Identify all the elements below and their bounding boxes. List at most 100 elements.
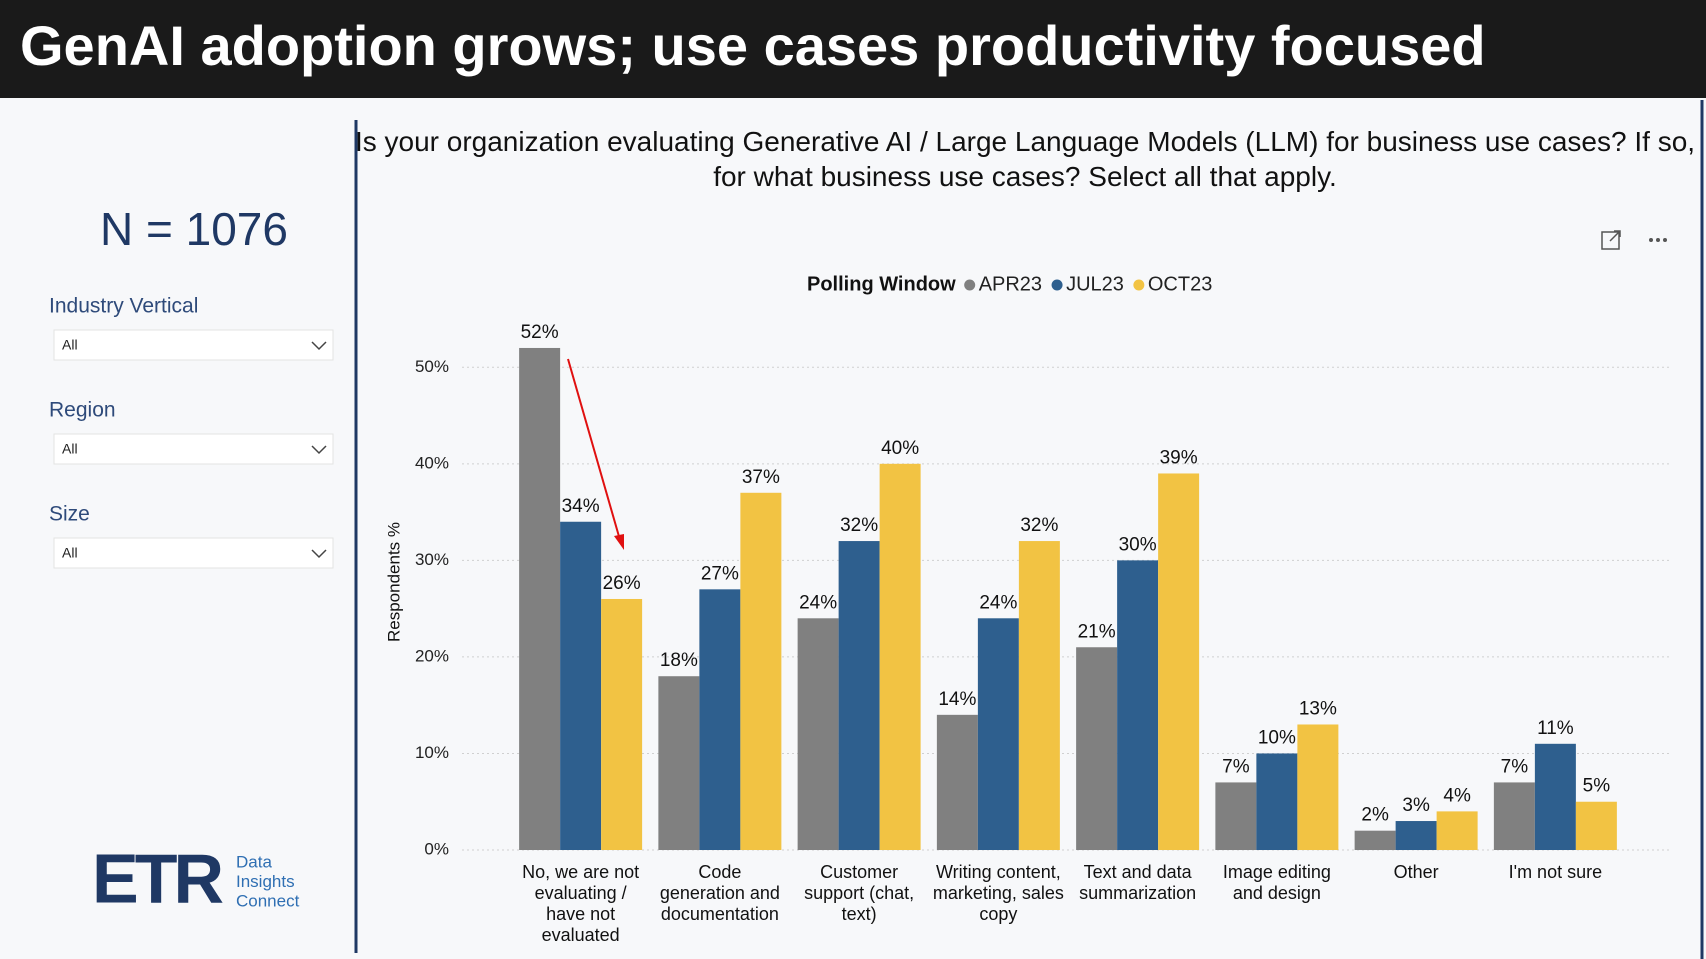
bar <box>601 598 643 850</box>
bar <box>838 541 880 850</box>
sample-size: N = 1076 <box>100 203 288 255</box>
y-tick-label: 10% <box>415 743 449 762</box>
y-tick-label: 20% <box>415 646 449 665</box>
value-label: 27% <box>701 563 739 584</box>
bar <box>1436 811 1478 850</box>
bar <box>797 618 839 850</box>
filter-label: Region <box>49 399 116 422</box>
bar <box>1493 782 1535 850</box>
dropdown-box <box>53 433 334 465</box>
bar <box>658 676 700 850</box>
value-label: 21% <box>1078 621 1116 642</box>
logo-mark: ETR <box>92 839 223 917</box>
legend-label: OCT23 <box>1148 273 1212 295</box>
logo-text: Data <box>236 852 272 871</box>
value-label: 34% <box>562 496 600 517</box>
value-label: 5% <box>1583 776 1611 797</box>
legend-swatch <box>1133 279 1145 291</box>
bar <box>1297 724 1339 850</box>
value-label: 2% <box>1361 805 1389 826</box>
legend-swatch <box>1051 279 1063 291</box>
bar <box>740 492 782 850</box>
dropdown-box <box>53 329 334 361</box>
bar <box>1575 801 1617 850</box>
bar <box>1158 473 1200 850</box>
trend-arrow <box>567 358 621 541</box>
legend-swatch <box>964 279 976 291</box>
more-icon[interactable] <box>1649 238 1667 242</box>
x-tick-label: Customer support (chat, text) <box>804 862 915 924</box>
y-tick-label: 50% <box>415 357 449 376</box>
x-tick-label: Other <box>1393 862 1439 882</box>
bar <box>1076 647 1118 850</box>
bar <box>1354 830 1396 850</box>
dropdown[interactable]: All <box>53 537 334 569</box>
value-label: 32% <box>840 515 878 536</box>
header-title: GenAI adoption grows; use cases producti… <box>20 14 1486 77</box>
value-label: 37% <box>742 467 780 488</box>
bar <box>1117 560 1159 850</box>
chart-title: Is your organization evaluating Generati… <box>355 126 1695 192</box>
logo-text: Connect <box>236 891 300 910</box>
y-axis-title: Respondents % <box>384 522 403 642</box>
dropdown-value: All <box>62 337 78 353</box>
value-label: 40% <box>881 438 919 459</box>
dropdown-value: All <box>62 441 78 457</box>
value-label: 10% <box>1258 727 1296 748</box>
dropdown[interactable]: All <box>53 329 334 361</box>
x-tick-label: I'm not sure <box>1508 862 1603 882</box>
dropdown-value: All <box>62 545 78 561</box>
bar <box>519 347 561 850</box>
x-tick-label: No, we are not evaluating / have not eva… <box>522 862 640 945</box>
bar <box>936 714 978 850</box>
chevron <box>311 549 327 559</box>
bar <box>560 521 602 850</box>
bar <box>1534 743 1576 850</box>
logo-text: Insights <box>236 872 295 891</box>
legend-title: Polling Window <box>807 273 956 295</box>
value-label: 11% <box>1537 718 1574 739</box>
value-label: 4% <box>1443 785 1471 806</box>
filter-label: Industry Vertical <box>49 295 198 318</box>
legend-label: JUL23 <box>1066 273 1124 295</box>
y-tick-label: 0% <box>424 839 449 858</box>
value-label: 18% <box>660 650 698 671</box>
chevron <box>311 341 327 351</box>
dropdown-box <box>53 537 334 569</box>
y-tick-label: 40% <box>415 453 449 472</box>
bar <box>879 463 921 850</box>
value-label: 39% <box>1160 447 1198 468</box>
value-label: 7% <box>1501 756 1529 777</box>
bar <box>1395 821 1437 850</box>
value-label: 14% <box>938 689 976 710</box>
value-label: 26% <box>603 573 641 594</box>
value-label: 7% <box>1222 756 1250 777</box>
value-label: 24% <box>979 592 1017 613</box>
bar <box>1018 541 1060 850</box>
bar <box>1215 782 1257 850</box>
filter-label: Size <box>49 503 90 526</box>
bar <box>699 589 741 850</box>
chevron <box>311 445 327 455</box>
expand-icon[interactable] <box>1601 230 1621 250</box>
bar <box>977 618 1019 850</box>
value-label: 13% <box>1299 699 1337 720</box>
x-tick-label: Text and data summarization <box>1079 862 1197 903</box>
value-label: 24% <box>799 592 837 613</box>
legend-label: APR23 <box>979 273 1042 295</box>
arrow-head <box>614 534 624 550</box>
bar <box>1256 753 1298 850</box>
value-label: 3% <box>1402 795 1430 816</box>
x-tick-label: Image editing and design <box>1222 862 1331 903</box>
header-bar <box>0 0 1706 98</box>
value-label: 32% <box>1020 515 1058 536</box>
x-tick-label: Code generation and documentation <box>659 862 780 924</box>
x-tick-label: Writing content, marketing, sales copy <box>932 862 1064 924</box>
y-tick-label: 30% <box>415 550 449 569</box>
value-label: 30% <box>1119 534 1157 555</box>
value-label: 52% <box>521 322 559 343</box>
dropdown[interactable]: All <box>53 433 334 465</box>
